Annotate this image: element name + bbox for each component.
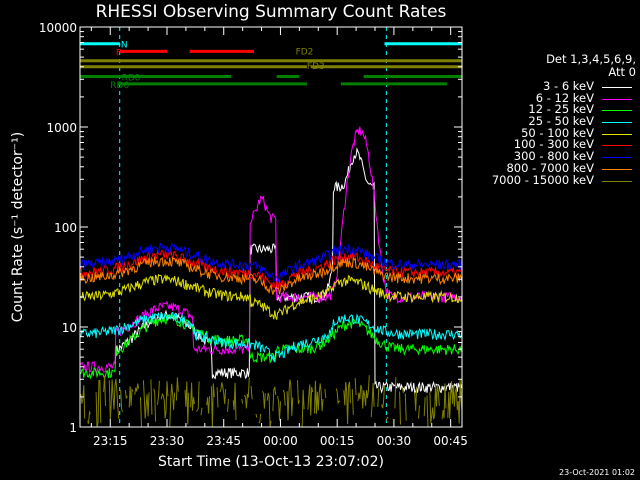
series-6-12kev-line — [79, 126, 463, 374]
legend-label: 12 - 25 keV — [528, 102, 594, 117]
legend-swatch — [602, 133, 632, 135]
flag-decimation_fd2-label: FD2 — [296, 48, 314, 58]
y-tick-label: 100 — [54, 221, 77, 235]
legend-entry: 50 - 100 keV — [470, 125, 636, 140]
flag-rate_decimation_6-label: RD6 — [110, 81, 129, 91]
x-tick-label: 00:30 — [377, 434, 412, 448]
legend-entry: 7000 - 15000 keV — [470, 172, 636, 187]
series-25-50kev-line — [79, 311, 463, 363]
y-axis-label: Count Rate (s⁻¹ detector⁻¹) — [10, 131, 26, 323]
y-tick-label: 10000 — [39, 21, 77, 35]
legend-entry: 800 - 7000 keV — [470, 160, 636, 175]
x-tick-label: 00:00 — [263, 434, 298, 448]
series-12-25kev-line — [79, 313, 463, 380]
legend-attenuator: Att 0 — [608, 65, 636, 79]
y-tick-label: 1 — [69, 421, 77, 435]
legend-entry: 12 - 25 keV — [470, 104, 636, 116]
flag-rate_decimation_0-label: RD0 — [122, 73, 141, 83]
series-800-7000kev-line — [79, 256, 463, 295]
x-axis-label: Start Time (13-Oct-13 23:07:02) — [158, 454, 384, 470]
y-tick-label: 10 — [62, 321, 77, 335]
series-layer — [79, 126, 463, 428]
legend-swatch — [602, 98, 632, 100]
legend-label: 25 - 50 keV — [528, 114, 594, 129]
date-stamp: 23-Oct-2021 01:02 — [559, 468, 635, 477]
x-tick-label: 23:15 — [93, 434, 128, 448]
legend-swatch — [602, 145, 632, 147]
legend-entry: 3 - 6 keV — [470, 79, 636, 93]
flag-decimation_fd3-label: FD3 — [307, 62, 325, 72]
x-tick-label: 00:15 — [320, 434, 355, 448]
legend-swatch — [602, 110, 632, 112]
legend-swatch — [602, 168, 632, 170]
legend-label: 3 - 6 keV — [543, 79, 594, 93]
legend-swatch — [602, 157, 632, 159]
series-300-800kev-line — [79, 241, 463, 283]
legend-entry: 100 - 300 keV — [470, 139, 636, 151]
legend-label: 100 - 300 keV — [513, 137, 594, 152]
legend-label: 800 - 7000 keV — [506, 160, 594, 175]
legend-swatch — [602, 180, 632, 182]
x-tick-label: 00:45 — [433, 434, 468, 448]
plot-axes: 23:15 23:30 23:45 00:00 00:15 00:30 00:45 1 10 10… — [39, 21, 468, 448]
legend-detectors: Det 1,3,4,5,6,9, — [546, 52, 636, 66]
legend-label: 7000 - 15000 keV — [491, 172, 594, 187]
legend-rows: 3 - 6 keV 6 - 12 keV 12 - 25 keV 25 - 50 ke… — [470, 79, 636, 187]
flag-night-label: N — [121, 41, 128, 51]
legend-label: 300 - 800 keV — [513, 149, 594, 164]
plot-background — [119, 27, 387, 427]
flag-fast-label: F — [116, 48, 121, 58]
legend-entry: 300 - 800 keV — [470, 149, 636, 164]
legend-label: 6 - 12 keV — [535, 90, 594, 105]
legend-entry: 25 - 50 keV — [470, 114, 636, 129]
x-tick-label: 23:30 — [150, 434, 185, 448]
legend: Det 1,3,4,5,6,9, Att 0 3 - 6 keV 6 - 12 k… — [470, 53, 636, 186]
plot-frame — [79, 26, 463, 428]
x-tick-label: 23:45 — [206, 434, 241, 448]
chart-title: RHESSI Observing Summary Count Rates — [95, 2, 447, 22]
series-7000-15000kev-line — [80, 375, 463, 428]
legend-entry: 6 - 12 keV — [470, 90, 636, 105]
legend-swatch — [602, 87, 632, 88]
series-50-100kev-line — [79, 273, 463, 320]
y-tick-label: 1000 — [46, 121, 77, 135]
legend-swatch — [602, 122, 632, 124]
legend-label: 50 - 100 keV — [521, 125, 594, 140]
series-3-6kev-line — [115, 147, 463, 395]
